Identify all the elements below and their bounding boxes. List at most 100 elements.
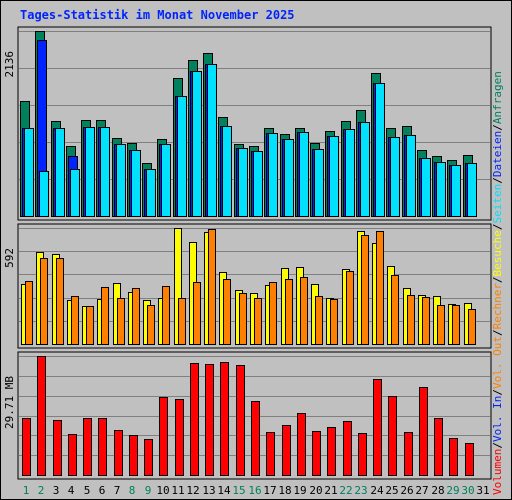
bar	[162, 286, 170, 345]
x-tick-label: 16	[248, 484, 261, 497]
bar	[53, 420, 62, 476]
bar	[373, 379, 382, 476]
bar	[70, 169, 80, 217]
bar	[421, 158, 431, 217]
legend-separator: /	[491, 329, 504, 336]
bar	[238, 148, 248, 217]
legend-separator: /	[491, 442, 504, 449]
bar	[254, 298, 262, 345]
bar	[129, 435, 138, 476]
legend-label: Rechner	[491, 283, 504, 330]
bar	[358, 433, 367, 476]
bar	[236, 365, 245, 476]
bar	[22, 418, 31, 476]
bar	[190, 363, 199, 476]
x-tick-label: 12	[186, 484, 199, 497]
bar	[330, 299, 338, 345]
bar	[71, 296, 79, 345]
bar	[86, 306, 94, 345]
bar	[68, 434, 77, 476]
bar	[343, 421, 352, 476]
bar	[437, 305, 445, 345]
bar	[251, 401, 260, 476]
bar	[177, 96, 187, 217]
legend-label: Vol. In	[491, 396, 504, 442]
legend-separator: /	[491, 223, 504, 230]
bar	[239, 293, 247, 345]
series-rechner	[25, 229, 476, 345]
bar	[268, 133, 278, 217]
bar	[329, 136, 339, 217]
x-tick-label: 3	[53, 484, 60, 497]
chart-title: Tages-Statistik im Monat November 2025	[20, 8, 295, 22]
bar	[266, 432, 275, 476]
bar	[147, 305, 155, 345]
bar	[131, 150, 141, 217]
x-tick-label: 23	[354, 484, 367, 497]
bar	[315, 296, 323, 345]
x-tick-label: 15	[232, 484, 245, 497]
x-tick-label: 6	[99, 484, 106, 497]
bar	[223, 279, 231, 345]
bar	[207, 64, 217, 217]
bar	[284, 139, 294, 217]
x-tick-label: 28	[431, 484, 444, 497]
bar	[419, 387, 428, 476]
bar	[285, 279, 293, 345]
bar	[222, 126, 232, 217]
x-tick-label: 4	[68, 484, 75, 497]
y-max-label: 2136	[3, 51, 16, 78]
bar	[376, 231, 384, 345]
bar	[39, 171, 49, 217]
legend-separator: /	[491, 177, 504, 184]
x-tick-label: 25	[385, 484, 398, 497]
legend-separator: /	[491, 124, 504, 131]
bar	[375, 83, 385, 217]
bar	[40, 258, 48, 345]
x-tick-label: 9	[145, 484, 152, 497]
bar	[208, 229, 216, 345]
bar	[83, 418, 92, 476]
panel-hits-pages-files: 2136	[3, 26, 492, 221]
bar	[144, 439, 153, 476]
bar	[98, 418, 107, 476]
bar	[159, 397, 168, 476]
bar	[360, 122, 370, 217]
bar	[345, 129, 355, 217]
y-max-label: 29.71 MB	[3, 376, 16, 429]
bar	[436, 162, 446, 217]
bar	[114, 430, 123, 476]
x-tick-label: 5	[84, 484, 91, 497]
bar	[449, 438, 458, 476]
bar	[422, 297, 430, 345]
legend-separator: /	[491, 276, 504, 283]
bar	[468, 309, 476, 345]
bar	[452, 305, 460, 345]
bar	[56, 258, 64, 345]
bar	[161, 144, 171, 217]
series-volumen	[22, 356, 474, 476]
x-tick-label: 8	[129, 484, 136, 497]
bar	[312, 431, 321, 476]
bar	[467, 163, 477, 217]
panels-layer: 2136 592 29.71 MB	[3, 26, 492, 480]
bar	[388, 396, 397, 476]
x-tick-label: 19	[293, 484, 306, 497]
bar	[300, 277, 308, 345]
legend-label: Volumen	[491, 449, 504, 495]
bar	[465, 443, 474, 476]
x-tick-label: 29	[446, 484, 459, 497]
x-axis-labels: 1 2 3 4 5 6 7 8 9 10 11 12 13 14 15 16 17 18 19 20 21 22 23 24 2…	[23, 484, 490, 497]
x-tick-label: 13	[202, 484, 215, 497]
bar	[406, 135, 416, 217]
bar	[178, 298, 186, 345]
y-max-label: 592	[3, 248, 16, 268]
bar	[25, 281, 33, 345]
bar	[297, 413, 306, 476]
bar	[192, 71, 202, 217]
x-tick-label: 11	[171, 484, 184, 497]
panel-visits-sites: 592	[3, 223, 492, 349]
bar	[101, 287, 109, 345]
x-tick-label: 2	[38, 484, 45, 497]
bar	[434, 418, 443, 476]
